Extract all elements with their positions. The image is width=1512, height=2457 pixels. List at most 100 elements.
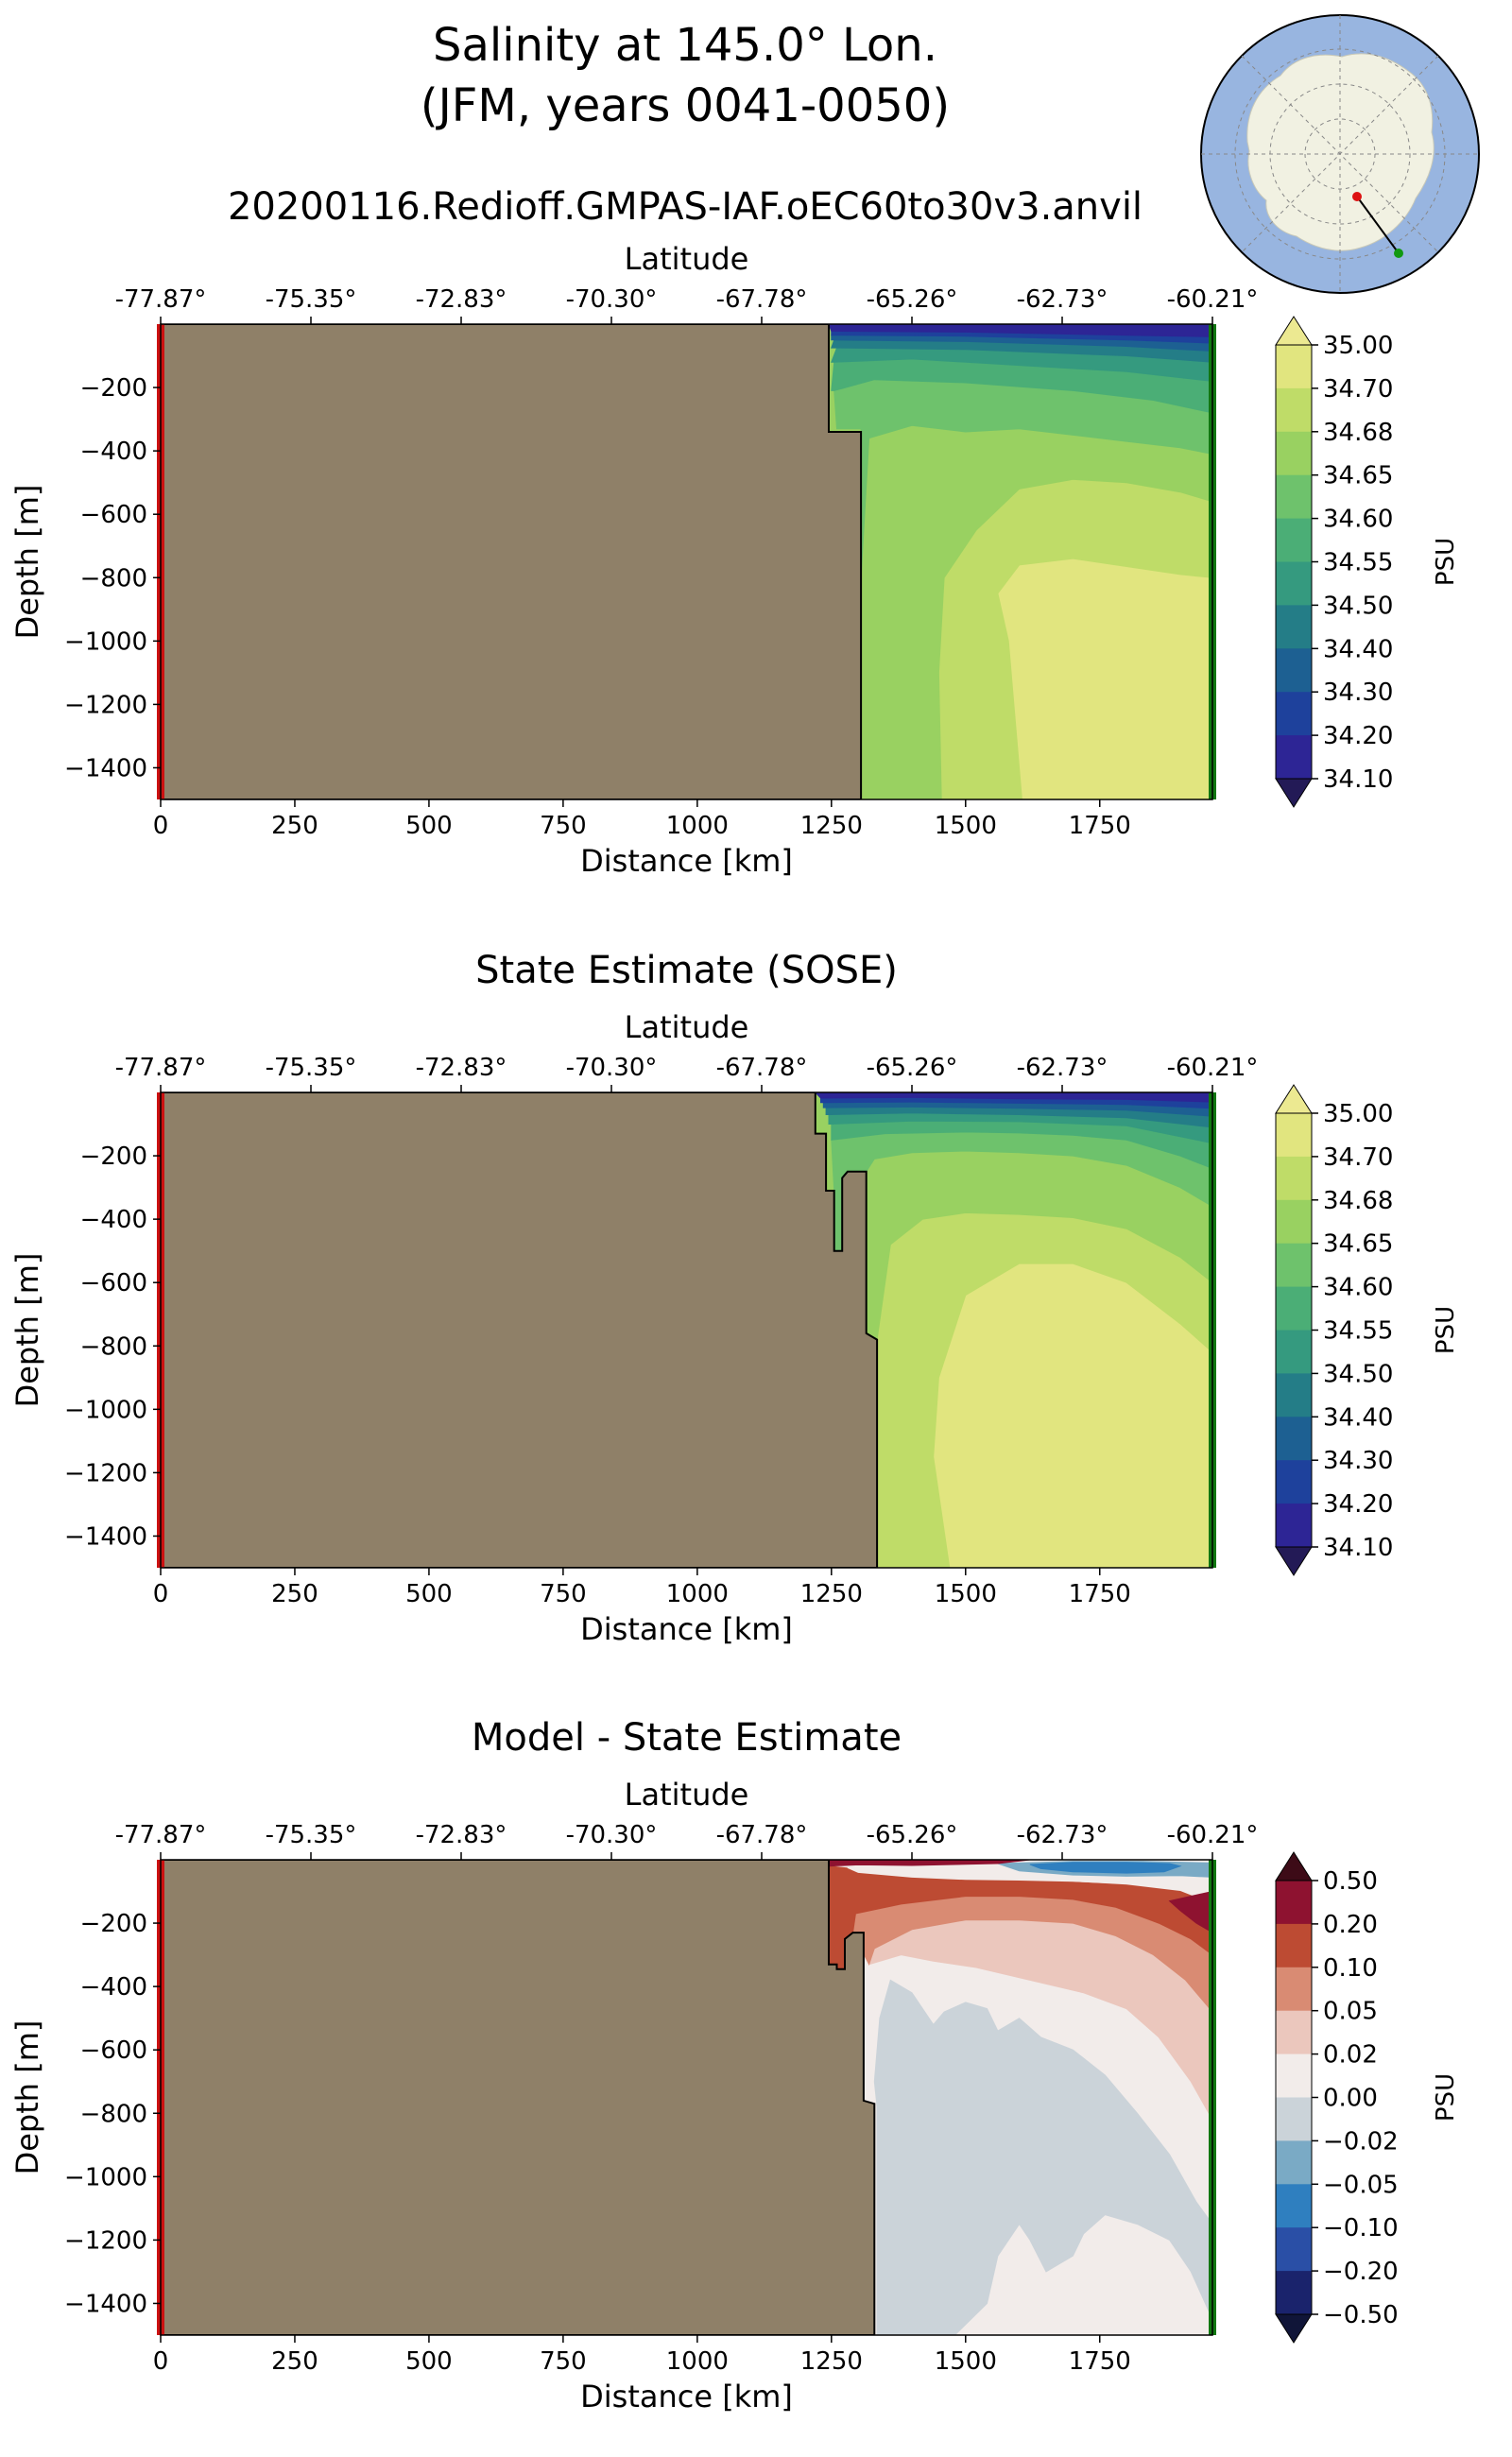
x-tick-label: 1500 [935, 1580, 997, 1608]
colorbar: 35.00 34.70 34.68 34.65 34.60 34.55 34.50 34.40… [1275, 316, 1460, 808]
plot-area [161, 1092, 1212, 1568]
top-tick-label: -75.35° [266, 285, 357, 314]
top-tick-label: -72.83° [416, 1054, 507, 1082]
y-tick-label: −800 [80, 564, 147, 593]
y-tick-label: −1400 [64, 754, 147, 782]
colorbar-segment [1276, 561, 1312, 606]
x-axis-label: Distance [km] [580, 2379, 793, 2414]
x-tick-label: 1750 [1069, 1580, 1131, 1608]
x-tick-label: 0 [153, 2347, 169, 2376]
y-axis-label: Depth [m] [9, 1253, 45, 1408]
colorbar-segment [1276, 648, 1312, 693]
y-axis-label: Depth [m] [9, 2020, 45, 2175]
top-tick-label: -77.87° [115, 1821, 207, 1849]
colorbar-segment [1276, 2097, 1312, 2141]
y-tick-label: −600 [80, 501, 147, 529]
colorbar-tick-label: 34.10 [1323, 765, 1393, 794]
inset-map [1200, 14, 1480, 294]
colorbar-tick-label: 0.20 [1323, 1911, 1378, 1939]
y-tick-label: −200 [80, 1910, 147, 1938]
x-tick-label: 1500 [935, 812, 997, 840]
colorbar-segment [1276, 1417, 1312, 1461]
map-graticule [1201, 15, 1479, 293]
top-tick-label: -77.87° [115, 285, 207, 314]
contour-band-10 [828, 324, 1212, 337]
colorbar-segment [1276, 474, 1312, 520]
colorbar-tick-label: −0.10 [1323, 2214, 1399, 2242]
colorbar-tick-label: 34.40 [1323, 635, 1393, 663]
colorbar-tick-label: 34.55 [1323, 1317, 1393, 1346]
y-tick-label: −1200 [64, 1459, 147, 1487]
top-tick-label: -62.73° [1017, 1054, 1108, 1082]
colorbar-tick-label: 0.05 [1323, 1998, 1378, 2026]
colorbar-segment [1276, 2053, 1312, 2098]
colorbar-segment [1276, 1460, 1312, 1504]
colorbar-segment [1276, 1503, 1312, 1548]
top-axis-label: Latitude [625, 1009, 749, 1045]
colorbar-tick-label: 34.10 [1323, 1534, 1393, 1562]
colorbar-segment [1276, 387, 1312, 433]
y-tick-label: −200 [80, 1143, 147, 1171]
x-tick-label: 1250 [800, 1580, 863, 1608]
x-tick-label: 0 [153, 1580, 169, 1608]
plot-frame [160, 1859, 1213, 2336]
y-tick-label: −1000 [64, 627, 147, 656]
colorbar: 35.00 34.70 34.68 34.65 34.60 34.55 34.50 34.40… [1275, 1084, 1460, 1576]
top-tick-label: -65.26° [867, 285, 958, 314]
colorbar-tick-label: 34.70 [1323, 1143, 1393, 1172]
colorbar-tick-label: 34.30 [1323, 1447, 1393, 1475]
colorbar-tick-label: 34.68 [1323, 419, 1393, 447]
colorbar-tick-label: −0.20 [1323, 2258, 1399, 2286]
contour-band-1 [997, 558, 1212, 799]
x-tick-label: 500 [405, 812, 453, 840]
top-tick-label: -62.73° [1017, 285, 1108, 314]
top-tick-label: -72.83° [416, 1821, 507, 1849]
colorbar-tick-label: 34.55 [1323, 549, 1393, 577]
colorbar-tick-label: 35.00 [1323, 332, 1393, 360]
colorbar-segment [1276, 1199, 1312, 1245]
x-tick-label: 250 [271, 1580, 318, 1608]
colorbar-tick-label: 34.60 [1323, 506, 1393, 534]
colorbar-tick-label: 34.68 [1323, 1187, 1393, 1215]
y-tick-label: −1200 [64, 2226, 147, 2255]
colorbar-segment [1276, 1156, 1312, 1201]
panel-title: Model - State Estimate [472, 1716, 902, 1760]
colorbar-tick-label: 35.00 [1323, 1100, 1393, 1128]
colorbar-tick-label: 34.20 [1323, 1490, 1393, 1519]
top-tick-label: -67.78° [716, 1821, 808, 1849]
colorbar-tick-label: 34.40 [1323, 1403, 1393, 1432]
colorbar-segment [1276, 692, 1312, 736]
colorbar-segment [1276, 2010, 1312, 2055]
panel-3: Model - State Estimate 0 250 500 750 1000 1250… [9, 1716, 1460, 2414]
top-tick-label: -60.21° [1167, 1054, 1259, 1082]
colorbar-tick-label: 0.00 [1323, 2085, 1378, 2113]
figure-subtitle: 20200116.Redioff.GMPAS-IAF.oEC60to30v3.a… [228, 185, 1143, 229]
colorbar-label: PSU [1432, 1306, 1460, 1354]
colorbar-tick-label: 34.50 [1323, 1360, 1393, 1388]
top-tick-label: -70.30° [566, 285, 658, 314]
contour-band-8 [1029, 1862, 1182, 1874]
colorbar-tick-label: −0.50 [1323, 2301, 1399, 2329]
x-tick-label: 1000 [666, 812, 729, 840]
colorbar-extend-top [1275, 1084, 1313, 1114]
colorbar-segment [1276, 431, 1312, 476]
seafloor-land [161, 324, 863, 799]
colorbar-tick-label: −0.05 [1323, 2171, 1399, 2199]
contour-band-6 [847, 1866, 1212, 1893]
y-tick-label: −200 [80, 374, 147, 403]
colorbar-tick-label: −0.02 [1323, 2127, 1399, 2156]
panel-title: State Estimate (SOSE) [475, 949, 898, 992]
x-tick-label: 1000 [666, 2347, 729, 2376]
top-axis-label: Latitude [625, 241, 749, 277]
colorbar-segment [1276, 345, 1312, 389]
panel-1: 0 250 500 750 1000 1250 1500 1750 Distance [km] -… [9, 241, 1460, 879]
colorbar-extend-bottom [1275, 778, 1313, 808]
colorbar: 0.50 0.20 0.10 0.05 0.02 0.00 −0.02 −0.05 −0.10 −… [1275, 1851, 1460, 2344]
colorbar-segment [1276, 605, 1312, 649]
colorbar-tick-label: 34.50 [1323, 592, 1393, 620]
top-tick-label: -75.35° [266, 1821, 357, 1849]
plot-frame [160, 323, 1213, 800]
colorbar-segment [1276, 1113, 1312, 1158]
y-tick-label: −800 [80, 2100, 147, 2128]
